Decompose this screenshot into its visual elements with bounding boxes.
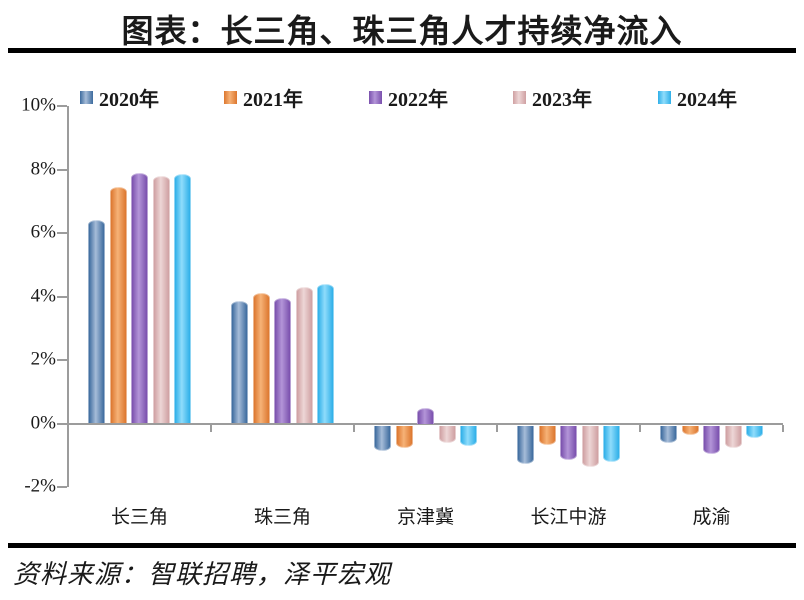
y-axis-label: 2% [30, 348, 56, 370]
y-axis-label: 10% [21, 94, 56, 116]
y-axis-label: 0% [30, 412, 56, 434]
legend-item-2023年: 2023年 [513, 84, 592, 111]
x-axis-tick [210, 425, 212, 432]
chart-legend: 2020年 2021年 2022年 2023年 2024年 [0, 84, 804, 111]
x-axis-tick [496, 425, 498, 432]
y-axis-label: 6% [30, 221, 56, 243]
bar-长三角-2021年 [109, 186, 127, 424]
bar-珠三角-2022年 [274, 298, 291, 424]
bar-长三角-2023年 [152, 175, 170, 424]
bar-长江中游-2024年 [603, 425, 620, 462]
legend-label: 2022年 [388, 88, 448, 111]
bar-成渝-2023年 [724, 425, 742, 448]
bar-长三角-2022年 [131, 172, 148, 424]
bar-京津冀-2021年 [395, 425, 413, 448]
bar-珠三角-2024年 [317, 283, 334, 424]
bar-京津冀-2020年 [374, 425, 391, 451]
bar-珠三角-2020年 [231, 301, 248, 424]
bar-珠三角-2021年 [252, 293, 270, 424]
y-axis-label: 4% [30, 285, 56, 307]
bar-珠三角-2023年 [295, 286, 313, 424]
bar-长江中游-2022年 [560, 425, 577, 461]
legend-label: 2020年 [99, 88, 159, 111]
bar-京津冀-2022年 [417, 407, 434, 424]
bar-长三角-2020年 [88, 220, 105, 424]
legend-swatch-icon [369, 90, 382, 104]
x-axis-tick [353, 425, 355, 432]
legend-label: 2023年 [532, 88, 592, 111]
y-axis-tick [57, 168, 67, 171]
legend-swatch-icon [224, 90, 237, 104]
y-axis-label: -2% [24, 475, 56, 497]
chart-plot-area: 10% 8% 6% 4% 2% 0% -2% 长三角 珠三角 京津冀 长江中游 成渝 [21, 95, 784, 528]
legend-item-2020年: 2020年 [80, 84, 159, 111]
category-label-珠三角: 珠三角 [253, 507, 311, 528]
legend-label: 2021年 [243, 88, 303, 111]
bar-长江中游-2023年 [581, 425, 599, 467]
bar-京津冀-2023年 [438, 425, 456, 443]
x-axis-zero-line [68, 423, 783, 425]
y-axis-tick [57, 232, 67, 234]
legend-item-2022年: 2022年 [369, 84, 448, 111]
category-label-京津冀: 京津冀 [396, 507, 454, 528]
y-axis-tick [57, 295, 67, 298]
category-label-成渝: 成渝 [692, 507, 731, 528]
legend-item-2024年: 2024年 [658, 84, 737, 111]
x-axis-tick [639, 425, 641, 432]
bar-成渝-2022年 [703, 425, 720, 455]
bar-成渝-2020年 [660, 425, 677, 443]
bar-成渝-2021年 [681, 425, 699, 436]
top-divider-rule [8, 48, 796, 53]
bar-长三角-2024年 [174, 174, 191, 424]
source-text: 资料来源：智联招聘，泽平宏观 [13, 560, 392, 589]
page-title: 图表：长三角、珠三角人才持续净流入 [121, 13, 683, 49]
category-label-长江中游: 长江中游 [530, 507, 607, 528]
legend-swatch-icon [513, 90, 526, 104]
legend-label: 2024年 [677, 88, 737, 111]
bar-长江中游-2021年 [538, 425, 556, 445]
y-axis-label: 8% [30, 158, 56, 180]
bottom-divider-rule [8, 543, 796, 548]
category-label-长三角: 长三角 [110, 507, 168, 528]
legend-swatch-icon [80, 90, 93, 104]
bar-长江中游-2020年 [517, 425, 534, 464]
legend-item-2021年: 2021年 [224, 84, 303, 111]
y-axis-tick [57, 422, 67, 425]
y-axis-tick [57, 359, 67, 361]
legend-swatch-icon [658, 90, 671, 104]
y-axis-tick [57, 486, 67, 488]
bar-京津冀-2024年 [460, 425, 477, 447]
y-axis-tick [57, 105, 67, 107]
x-axis-tick [67, 425, 69, 432]
x-axis-tick [782, 425, 784, 432]
y-axis-line [67, 106, 69, 487]
bar-成渝-2024年 [746, 425, 763, 439]
